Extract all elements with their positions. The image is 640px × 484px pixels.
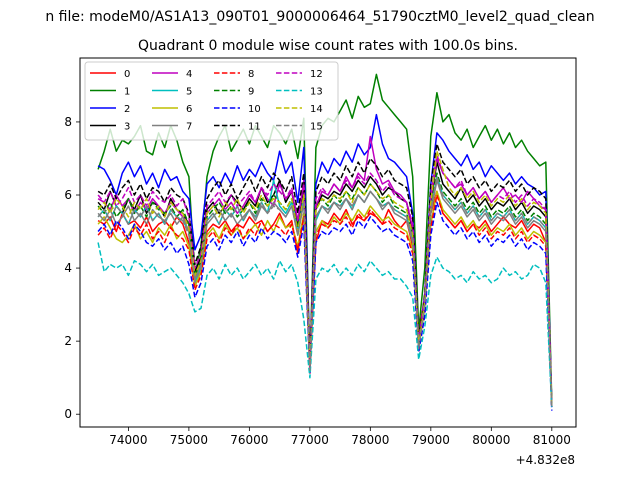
x-tick-label: 81000 (533, 433, 571, 447)
series-2-line (97, 113, 553, 407)
x-tick-label: 80000 (472, 433, 510, 447)
legend-entry-9: 9 (214, 87, 254, 98)
legend-entry-4: 4 (152, 69, 192, 80)
x-tick-label: 75000 (170, 433, 208, 447)
legend-entry-1: 1 (90, 87, 130, 98)
legend-entry-12: 12 (276, 69, 323, 80)
legend-label: 12 (310, 69, 323, 80)
x-tick-label: 74000 (109, 433, 147, 447)
legend-label: 8 (248, 69, 254, 80)
plot-frame (79, 57, 577, 428)
x-tick-label: 77000 (291, 433, 329, 447)
series-9-line (97, 172, 553, 407)
y-tick-label: 6 (64, 188, 72, 202)
legend-entry-15: 15 (276, 122, 323, 133)
legend-label: 14 (310, 104, 323, 115)
series-3-line (97, 161, 553, 407)
legend-entry-7: 7 (152, 122, 192, 133)
legend-label: 0 (124, 69, 130, 80)
legend-entry-8: 8 (214, 69, 254, 80)
legend-label: 11 (248, 122, 261, 133)
legend-label: 15 (310, 122, 323, 133)
legend-label: 1 (124, 87, 130, 98)
series-12-line (97, 154, 553, 407)
legend-label: 2 (124, 104, 130, 115)
legend-label: 3 (124, 122, 130, 133)
legend-entry-6: 6 (152, 104, 192, 115)
legend-entry-10: 10 (214, 104, 261, 115)
legend-entry-0: 0 (90, 69, 130, 80)
series-15-line (97, 175, 553, 407)
series-13-line (97, 242, 553, 407)
x-offset-label: +4.832e8 (516, 453, 575, 467)
series-10-line (97, 201, 553, 411)
legend-label: 7 (186, 122, 192, 133)
series-4-line (97, 135, 553, 407)
legend-entry-14: 14 (276, 104, 323, 115)
legend-entry-3: 3 (90, 122, 130, 133)
legend-label: 4 (186, 69, 192, 80)
y-tick-label: 2 (64, 334, 72, 348)
legend-entry-11: 11 (214, 122, 261, 133)
plot-area (97, 73, 553, 411)
x-tick-label: 76000 (230, 433, 268, 447)
chart-suptitle: n file: modeM0/AS1A13_090T01_9000006464_… (45, 9, 594, 25)
x-tick-label: 78000 (351, 433, 389, 447)
series-14-line (97, 150, 553, 407)
axes: 74000 75000 76000 77000 78000 79000 80000 81000… (64, 57, 577, 447)
legend-entry-5: 5 (152, 87, 192, 98)
legend-label: 13 (310, 87, 323, 98)
legend-label: 5 (186, 87, 192, 98)
legend-label: 9 (248, 87, 254, 98)
series-8-line (97, 194, 553, 407)
x-tick-label: 79000 (412, 433, 450, 447)
legend-label: 10 (248, 104, 261, 115)
y-tick-label: 0 (64, 407, 72, 421)
series-6-line (97, 190, 553, 407)
legend-label: 6 (186, 104, 192, 115)
series-11-line (97, 143, 553, 407)
series-7-line (97, 179, 553, 407)
legend-entry-13: 13 (276, 87, 323, 98)
y-tick-label: 4 (64, 261, 72, 275)
series-lines (97, 73, 553, 411)
chart-title: Quadrant 0 module wise count rates with … (138, 38, 518, 54)
legend-entry-2: 2 (90, 104, 130, 115)
y-tick-label: 8 (64, 115, 72, 129)
legend-box (84, 61, 339, 141)
